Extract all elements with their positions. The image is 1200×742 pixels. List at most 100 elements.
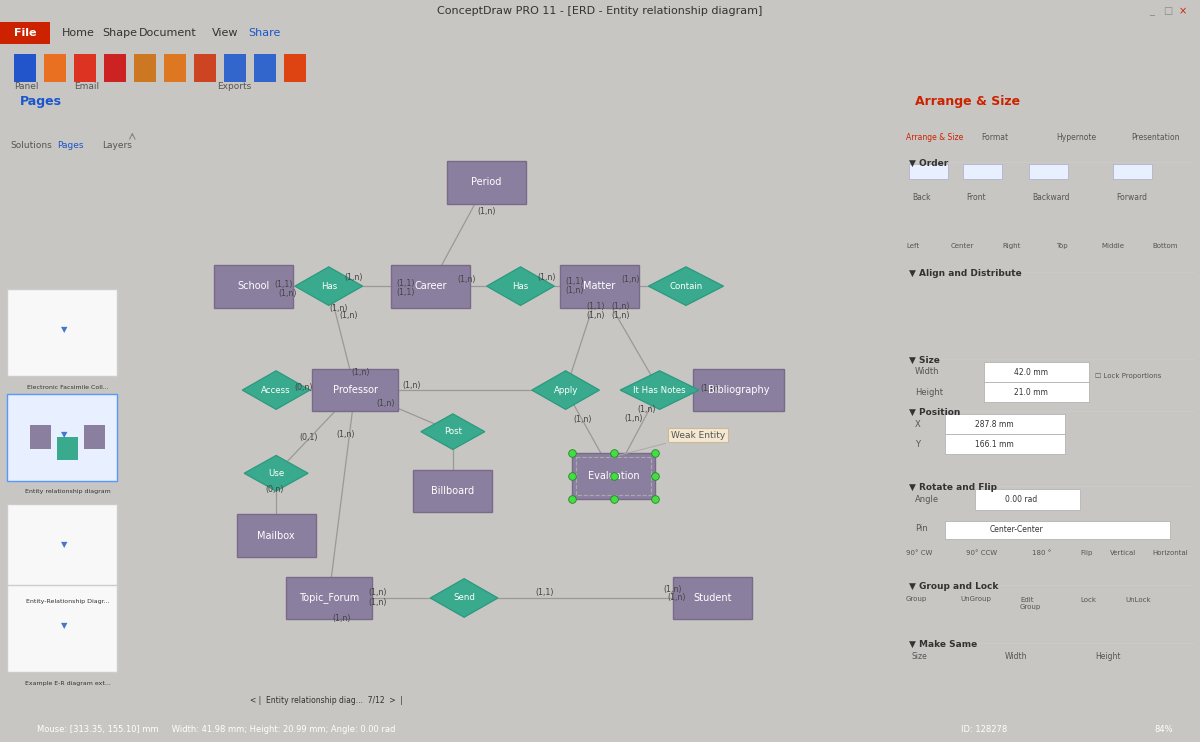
Text: Entity-Relationship Diagr...: Entity-Relationship Diagr...	[25, 600, 109, 605]
Text: (1,n): (1,n)	[667, 594, 685, 603]
Text: (1,n): (1,n)	[478, 208, 496, 217]
FancyBboxPatch shape	[560, 265, 638, 307]
Text: Pages: Pages	[20, 96, 62, 108]
Bar	[104, 54, 126, 82]
Text: Layers: Layers	[103, 141, 132, 150]
Text: < |  Entity relationship diag...  7/12  >  |: < | Entity relationship diag... 7/12 > |	[250, 696, 403, 705]
Text: (1,1): (1,1)	[587, 303, 605, 312]
Text: Document: Document	[139, 28, 197, 38]
Text: Height: Height	[916, 388, 943, 397]
Text: School: School	[238, 281, 270, 291]
Text: Hypernote: Hypernote	[1056, 133, 1096, 142]
Polygon shape	[648, 267, 724, 306]
Text: ×: ×	[1180, 6, 1187, 16]
Text: Y: Y	[916, 440, 920, 449]
Text: ▼: ▼	[61, 325, 67, 334]
Text: ▼ Size: ▼ Size	[910, 356, 940, 365]
Bar	[164, 54, 186, 82]
Text: Backward: Backward	[1032, 194, 1069, 203]
Text: Bottom: Bottom	[1152, 243, 1177, 249]
Text: 42.0 mm: 42.0 mm	[1014, 367, 1048, 376]
Text: _: _	[1150, 6, 1154, 16]
FancyBboxPatch shape	[286, 577, 372, 620]
Text: (1,n): (1,n)	[701, 384, 719, 393]
Text: (1,1): (1,1)	[565, 278, 584, 286]
Text: Horizontal: Horizontal	[1152, 550, 1188, 556]
Text: Flip: Flip	[1080, 550, 1092, 556]
Bar	[984, 361, 1090, 382]
Bar	[7, 504, 118, 591]
Text: Pin: Pin	[916, 524, 928, 533]
Bar	[910, 165, 948, 179]
Text: Angle: Angle	[916, 495, 940, 504]
Text: (1,n): (1,n)	[376, 399, 395, 408]
Polygon shape	[244, 456, 308, 491]
Text: UnGroup: UnGroup	[960, 597, 991, 603]
Text: (1,n): (1,n)	[565, 286, 584, 295]
Text: □: □	[1163, 6, 1172, 16]
Polygon shape	[421, 414, 485, 450]
Text: Middle: Middle	[1102, 243, 1124, 249]
Text: Billboard: Billboard	[431, 486, 474, 496]
Text: Mouse: [313.35, 155.10] mm     Width: 41.98 mm; Height: 20.99 mm; Angle: 0.00 ra: Mouse: [313.35, 155.10] mm Width: 41.98 …	[37, 726, 395, 735]
Text: (1,n): (1,n)	[572, 416, 592, 424]
Text: (0,n): (0,n)	[295, 383, 313, 392]
Text: Post: Post	[444, 427, 462, 436]
Bar	[946, 521, 1170, 539]
Text: ▼ Rotate and Flip: ▼ Rotate and Flip	[910, 483, 997, 493]
Text: (1,1): (1,1)	[396, 288, 415, 297]
Text: Panel: Panel	[14, 82, 38, 91]
Text: Topic_Forum: Topic_Forum	[299, 593, 359, 603]
Text: (1,n): (1,n)	[611, 303, 630, 312]
Text: Contain: Contain	[670, 282, 702, 291]
Text: 0.00 rad: 0.00 rad	[1006, 495, 1037, 504]
FancyBboxPatch shape	[694, 369, 784, 412]
Text: Lock: Lock	[1080, 597, 1096, 603]
Text: Group: Group	[906, 597, 928, 603]
Text: (1,n): (1,n)	[329, 303, 348, 312]
Text: 84%: 84%	[1154, 726, 1174, 735]
Text: File: File	[14, 28, 36, 38]
Text: (1,n): (1,n)	[457, 275, 475, 283]
FancyBboxPatch shape	[448, 161, 526, 203]
Text: 21.0 mm: 21.0 mm	[1014, 388, 1048, 397]
Text: (1,n): (1,n)	[344, 273, 362, 282]
Text: Size: Size	[912, 651, 928, 660]
Text: Width: Width	[1006, 651, 1027, 660]
Text: (0,1): (0,1)	[299, 433, 318, 442]
Text: Apply: Apply	[553, 386, 578, 395]
FancyBboxPatch shape	[236, 514, 316, 557]
Text: 166.1 mm: 166.1 mm	[974, 440, 1014, 449]
Text: Shape: Shape	[102, 28, 138, 38]
Text: 287.8 mm: 287.8 mm	[974, 420, 1014, 429]
Text: ▼: ▼	[61, 539, 67, 549]
Text: Send: Send	[454, 594, 475, 603]
Text: It Has Notes: It Has Notes	[634, 386, 686, 395]
Text: (1,n): (1,n)	[622, 275, 641, 284]
Text: (1,1): (1,1)	[535, 588, 554, 597]
Polygon shape	[620, 371, 700, 410]
Bar	[7, 289, 118, 376]
Text: Presentation: Presentation	[1132, 133, 1180, 142]
Text: Period: Period	[472, 177, 502, 187]
Text: Email: Email	[74, 82, 98, 91]
Text: Has: Has	[320, 282, 337, 291]
Bar	[194, 54, 216, 82]
Text: Exports: Exports	[217, 82, 251, 91]
Text: Solutions: Solutions	[11, 141, 53, 150]
Bar	[134, 54, 156, 82]
Bar	[14, 54, 36, 82]
Text: Professor: Professor	[332, 385, 378, 395]
FancyBboxPatch shape	[673, 577, 751, 620]
Text: ▼: ▼	[61, 621, 67, 630]
Text: (1,n): (1,n)	[352, 368, 371, 377]
Text: Mailbox: Mailbox	[257, 531, 295, 541]
Bar	[254, 54, 276, 82]
Bar	[1030, 165, 1068, 179]
Text: Use: Use	[268, 469, 284, 478]
Text: Weak Entity: Weak Entity	[617, 430, 725, 456]
Bar	[84, 425, 106, 449]
Text: Student: Student	[694, 593, 732, 603]
Text: (1,n): (1,n)	[637, 405, 656, 414]
Text: Height: Height	[1096, 651, 1121, 660]
